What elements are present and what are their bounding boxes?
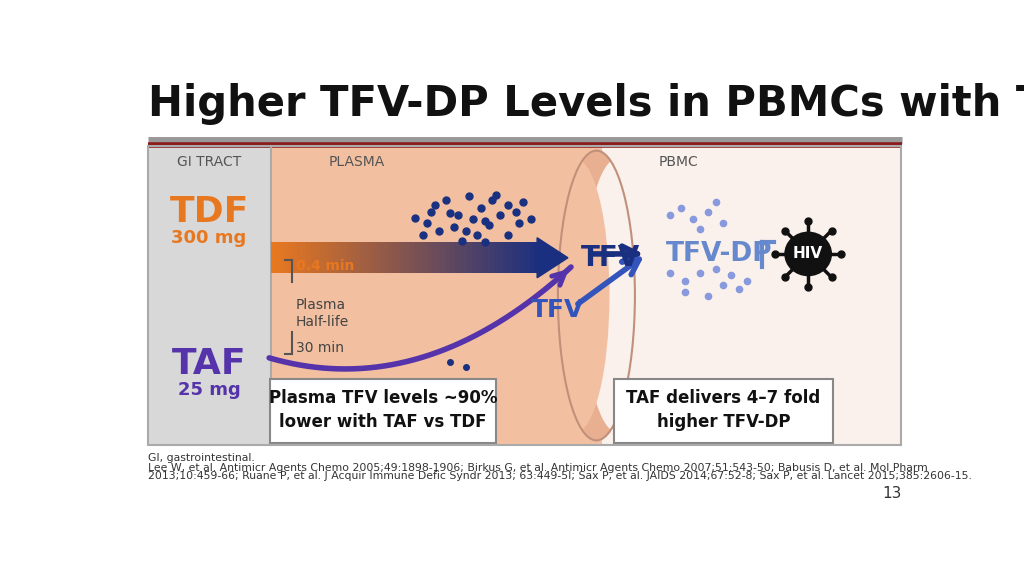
Bar: [342, 242, 347, 273]
Bar: [391, 242, 396, 273]
Bar: [374, 242, 378, 273]
Bar: [516, 242, 521, 273]
Text: GI TRACT: GI TRACT: [177, 156, 242, 169]
Bar: [365, 242, 370, 273]
Bar: [306, 242, 311, 273]
Bar: [459, 242, 463, 273]
Bar: [275, 242, 280, 273]
Bar: [529, 242, 535, 273]
Ellipse shape: [584, 158, 652, 433]
Bar: [319, 242, 325, 273]
Text: PBMC: PBMC: [658, 156, 698, 169]
Text: 300 mg: 300 mg: [171, 229, 247, 247]
Bar: [423, 242, 427, 273]
Text: 13: 13: [883, 486, 902, 501]
Bar: [494, 242, 499, 273]
Bar: [360, 242, 365, 273]
Bar: [333, 242, 338, 273]
Bar: [355, 242, 360, 273]
Bar: [293, 242, 298, 273]
Bar: [329, 242, 334, 273]
Bar: [147, 146, 900, 445]
Bar: [410, 242, 414, 273]
Bar: [315, 242, 321, 273]
Bar: [463, 242, 468, 273]
Bar: [298, 242, 302, 273]
Text: TDF: TDF: [169, 195, 249, 229]
Bar: [325, 242, 329, 273]
Bar: [525, 242, 530, 273]
Bar: [404, 242, 410, 273]
Ellipse shape: [784, 232, 833, 276]
Bar: [489, 242, 495, 273]
Text: TAF: TAF: [172, 347, 247, 381]
Bar: [499, 242, 504, 273]
Bar: [427, 242, 432, 273]
Bar: [414, 242, 419, 273]
Bar: [512, 242, 517, 273]
FancyArrow shape: [538, 238, 568, 278]
Bar: [369, 242, 374, 273]
Text: Plasma TFV levels ~90%
lower with TAF vs TDF: Plasma TFV levels ~90% lower with TAF vs…: [269, 389, 498, 431]
Bar: [311, 242, 315, 273]
Bar: [395, 242, 400, 273]
FancyBboxPatch shape: [614, 380, 833, 442]
Bar: [284, 242, 289, 273]
Ellipse shape: [541, 158, 609, 433]
Text: TFV: TFV: [531, 298, 585, 322]
Bar: [535, 242, 539, 273]
Bar: [270, 242, 275, 273]
Text: 30 min: 30 min: [296, 341, 344, 355]
Bar: [436, 242, 440, 273]
Text: 25 mg: 25 mg: [178, 381, 241, 399]
Text: Plasma
Half-life: Plasma Half-life: [296, 298, 349, 329]
Text: GI, gastrointestinal.: GI, gastrointestinal.: [147, 453, 254, 463]
Text: 0.4 min: 0.4 min: [296, 259, 354, 273]
FancyBboxPatch shape: [270, 380, 497, 442]
Bar: [418, 242, 423, 273]
Bar: [338, 242, 343, 273]
Bar: [302, 242, 307, 273]
Bar: [467, 242, 472, 273]
Bar: [485, 242, 489, 273]
Bar: [508, 242, 512, 273]
Text: HIV: HIV: [794, 247, 823, 262]
Bar: [382, 242, 387, 273]
Bar: [472, 242, 476, 273]
Bar: [378, 242, 383, 273]
Ellipse shape: [558, 150, 635, 441]
Bar: [351, 242, 356, 273]
Bar: [521, 242, 525, 273]
Bar: [431, 242, 436, 273]
Bar: [450, 242, 455, 273]
Text: Higher TFV-DP Levels in PBMCs with TAF vs TDF: Higher TFV-DP Levels in PBMCs with TAF v…: [147, 83, 1024, 125]
Bar: [270, 146, 900, 445]
Bar: [480, 242, 485, 273]
Bar: [346, 242, 351, 273]
Text: TFV-DP: TFV-DP: [666, 241, 772, 267]
Bar: [454, 242, 459, 273]
Bar: [440, 242, 445, 273]
Text: TFV: TFV: [581, 244, 640, 272]
Bar: [444, 242, 450, 273]
Bar: [289, 242, 294, 273]
Bar: [503, 242, 508, 273]
Bar: [400, 242, 406, 273]
Bar: [476, 242, 481, 273]
Text: Lee W, et al. Antimicr Agents Chemo 2005;49:1898-1906; Birkus G, et al. Antimicr: Lee W, et al. Antimicr Agents Chemo 2005…: [147, 463, 928, 472]
Text: 2013;10:459-66; Ruane P, et al. J Acquir Immune Defic Syndr 2013; 63:449-5I; Sax: 2013;10:459-66; Ruane P, et al. J Acquir…: [147, 471, 972, 481]
Bar: [147, 146, 270, 445]
Bar: [387, 242, 391, 273]
Text: TAF delivers 4–7 fold
higher TFV-DP: TAF delivers 4–7 fold higher TFV-DP: [627, 389, 820, 431]
Bar: [280, 242, 285, 273]
Bar: [602, 146, 900, 445]
Text: PLASMA: PLASMA: [329, 156, 385, 169]
